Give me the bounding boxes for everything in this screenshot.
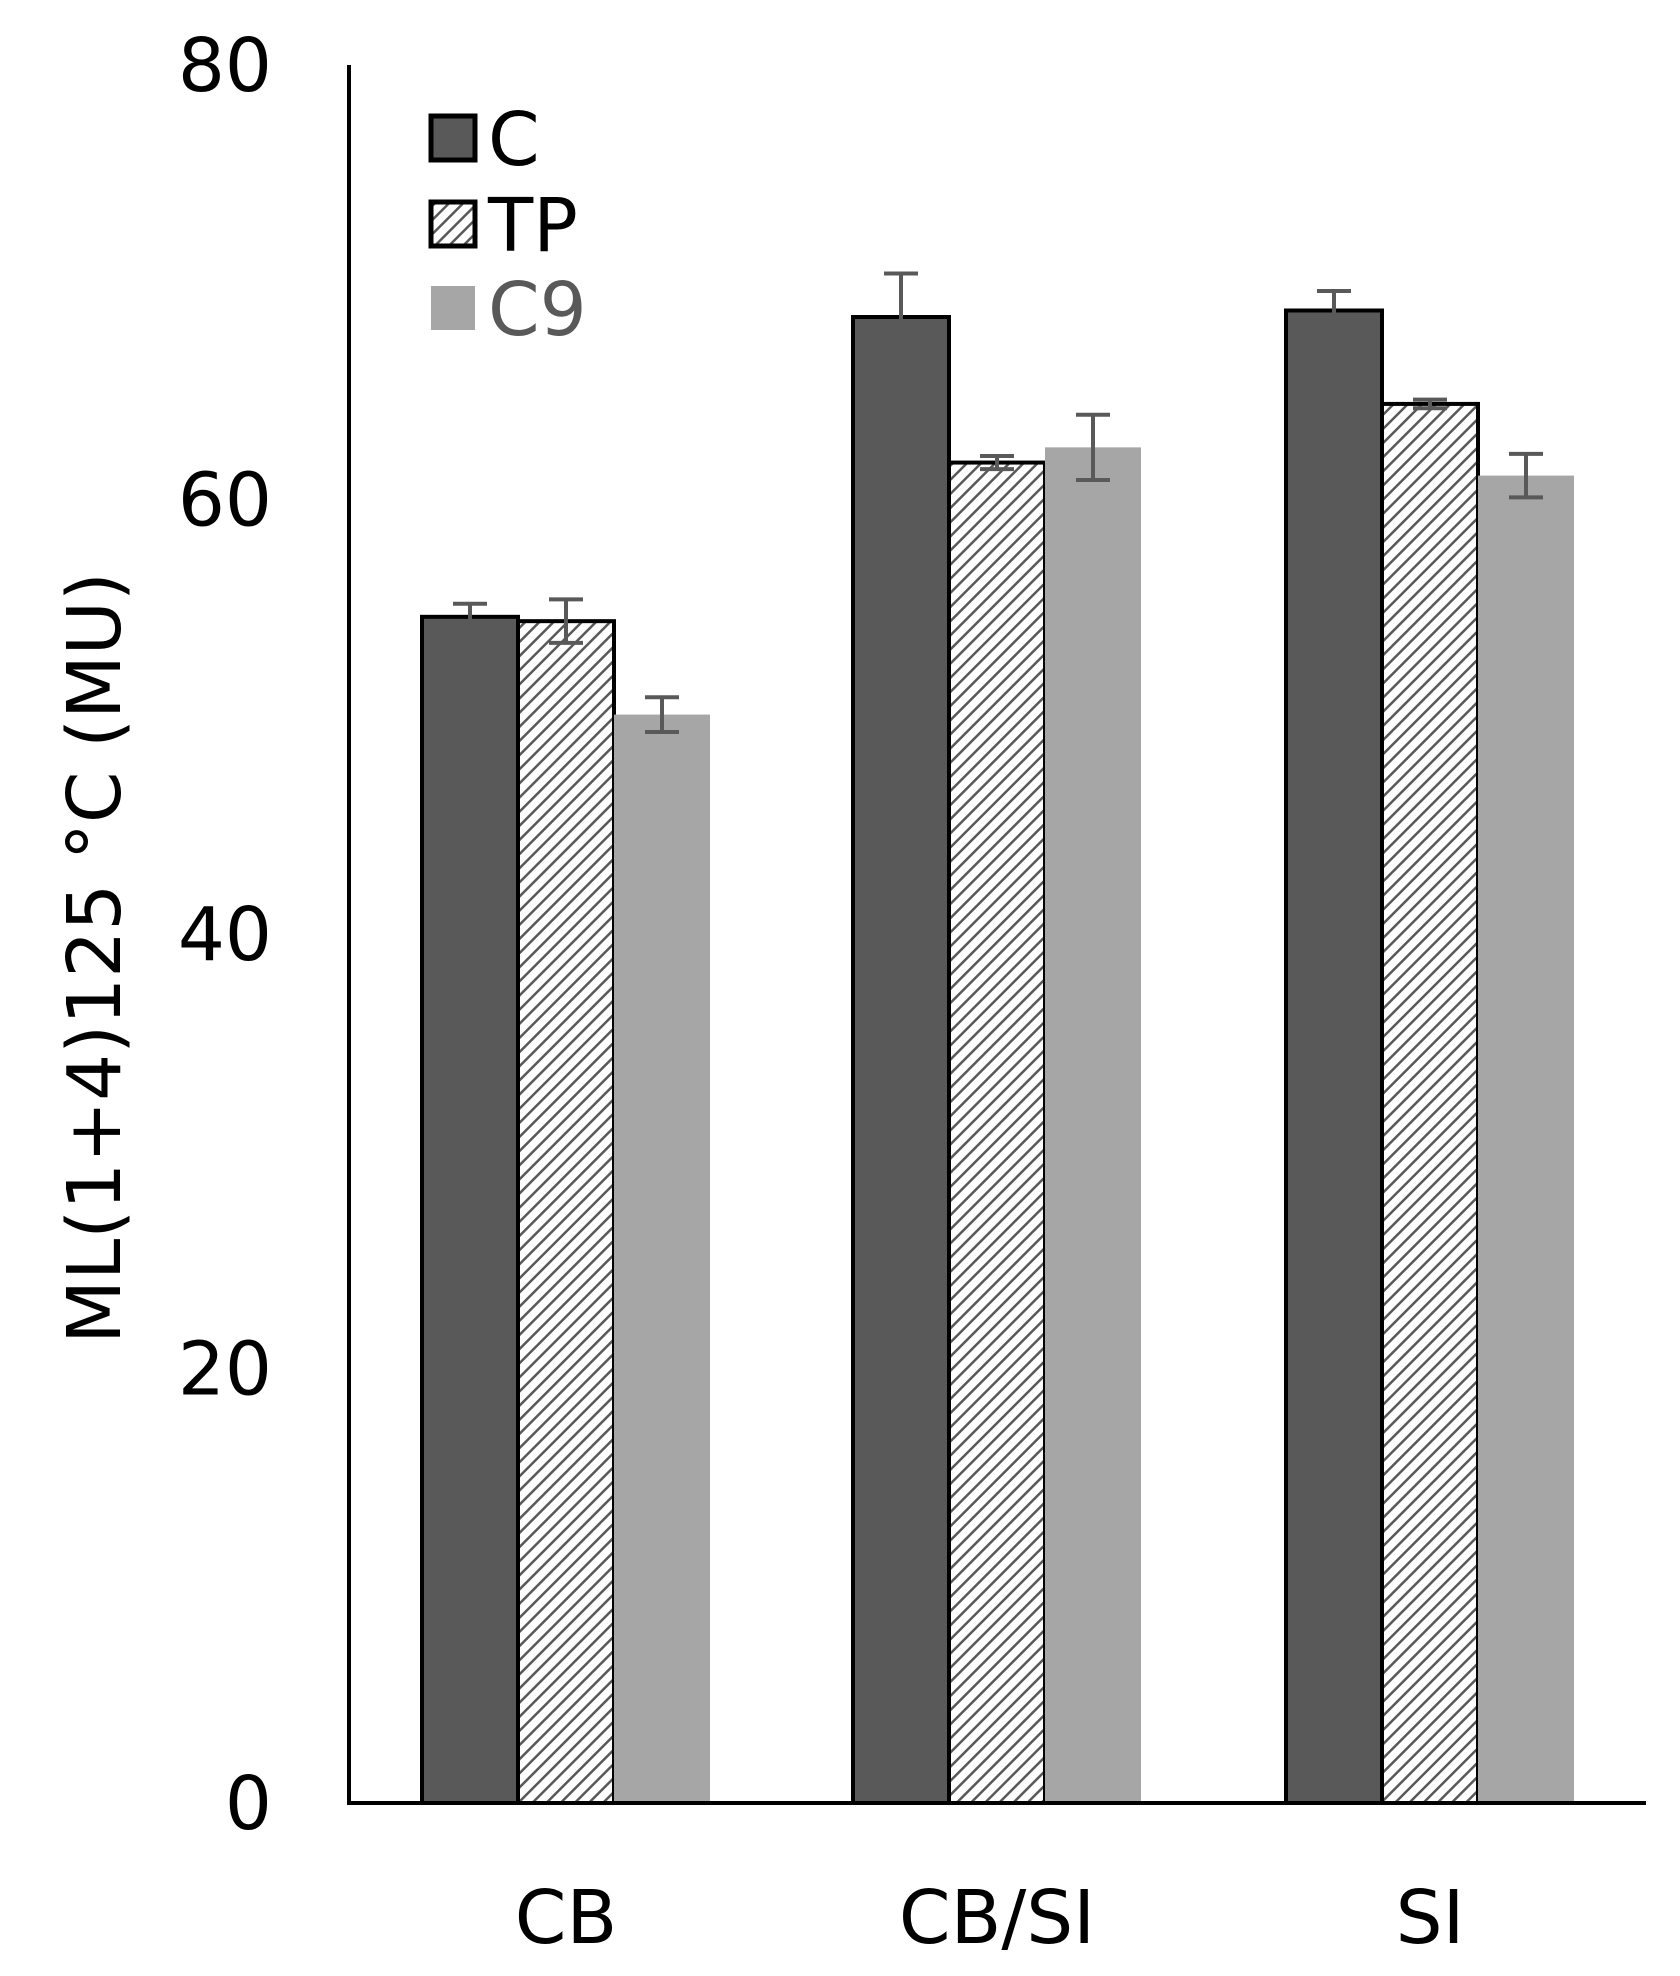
- error-bar: [1317, 288, 1351, 333]
- bar-c9-si: [1478, 475, 1574, 1803]
- legend-swatch-c: [428, 113, 478, 163]
- x-tick-label: CB: [515, 1875, 617, 1961]
- legend-swatch-tp: [428, 199, 478, 249]
- legend-label-c9: C9: [488, 267, 587, 353]
- y-tick-label: 40: [178, 892, 272, 978]
- x-tick-label: CB/SI: [899, 1875, 1095, 1961]
- legend-label-tp: TP: [487, 183, 578, 269]
- error-bar: [645, 695, 679, 734]
- y-tick-labels: 0 20 40 60 80: [178, 23, 272, 1847]
- error-bar: [1509, 451, 1543, 500]
- error-bar: [1413, 397, 1447, 411]
- legend-label-c: C: [488, 97, 540, 183]
- error-bar: [549, 597, 583, 645]
- legend-swatch-c9: [431, 286, 475, 330]
- error-bar: [980, 454, 1014, 472]
- bars: [420, 308, 1574, 1806]
- bar-tp-cb-si: [947, 460, 1047, 1805]
- error-bar: [884, 271, 918, 363]
- error-bar: [453, 601, 487, 632]
- bar-tp-cb: [516, 619, 616, 1805]
- bar-c-si: [1284, 308, 1384, 1805]
- y-tick-label: 0: [225, 1761, 272, 1847]
- error-bars: [453, 271, 1543, 734]
- error-bar: [1076, 412, 1110, 482]
- bar-c-cb: [420, 614, 520, 1806]
- y-tick-label: 20: [178, 1327, 272, 1413]
- y-tick-label: 60: [178, 458, 272, 544]
- bar-tp-si: [1380, 401, 1480, 1805]
- bar-c9-cb: [614, 714, 710, 1803]
- bar-c9-cb-si: [1045, 447, 1141, 1803]
- y-axis-title: ML(1+4)125 °C (MU): [52, 572, 138, 1344]
- x-tick-label: SI: [1396, 1875, 1465, 1961]
- bar-c-cb-si: [851, 315, 951, 1805]
- y-tick-label: 80: [178, 23, 272, 109]
- x-tick-labels: CB CB/SI SI: [515, 1875, 1465, 1961]
